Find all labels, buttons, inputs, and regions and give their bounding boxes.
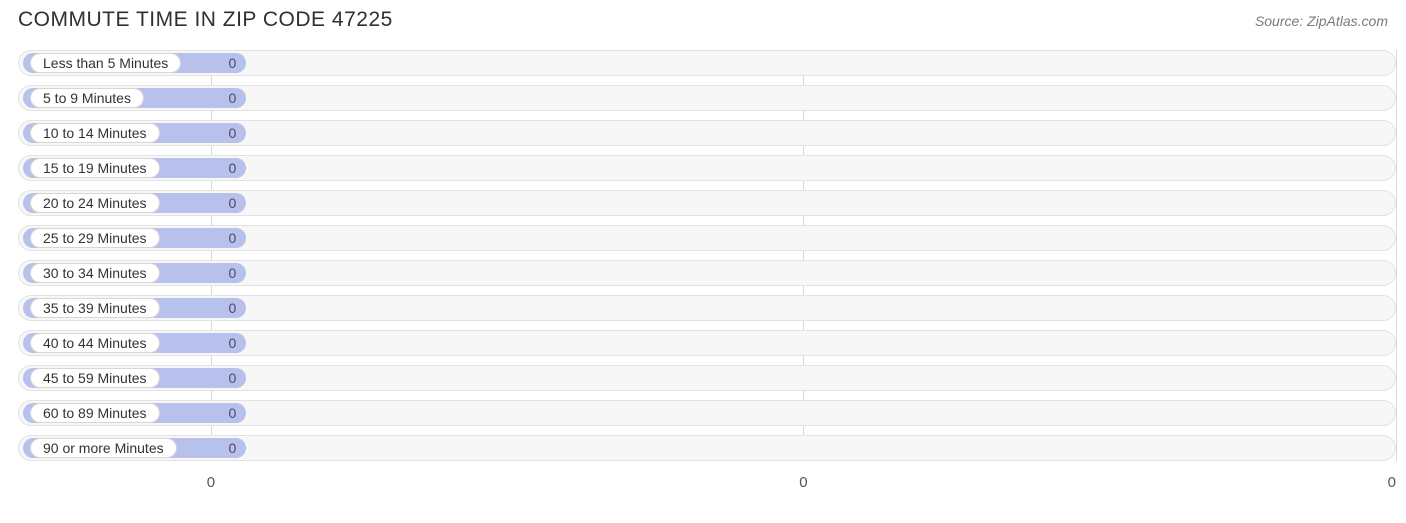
category-label: 15 to 19 Minutes [43, 160, 147, 176]
category-label: 35 to 39 Minutes [43, 300, 147, 316]
category-label-pill: 25 to 29 Minutes [30, 228, 160, 248]
category-label: 60 to 89 Minutes [43, 405, 147, 421]
category-label-pill: Less than 5 Minutes [30, 53, 181, 73]
bar-value: 0 [228, 55, 236, 71]
bar-row: 0 Less than 5 Minutes [18, 50, 1396, 76]
category-label: Less than 5 Minutes [43, 55, 168, 71]
category-label-pill: 30 to 34 Minutes [30, 263, 160, 283]
chart-header: COMMUTE TIME IN ZIP CODE 47225 Source: Z… [0, 0, 1406, 32]
category-label: 10 to 14 Minutes [43, 125, 147, 141]
category-label-pill: 15 to 19 Minutes [30, 158, 160, 178]
bar-row: 0 60 to 89 Minutes [18, 400, 1396, 426]
x-tick-label: 0 [1388, 474, 1396, 491]
category-label: 30 to 34 Minutes [43, 265, 147, 281]
bar-value: 0 [228, 90, 236, 106]
bar-row: 0 15 to 19 Minutes [18, 155, 1396, 181]
category-label-pill: 45 to 59 Minutes [30, 368, 160, 388]
bar-value: 0 [228, 230, 236, 246]
bar-row: 0 45 to 59 Minutes [18, 365, 1396, 391]
bar-value: 0 [228, 160, 236, 176]
category-label-pill: 40 to 44 Minutes [30, 333, 160, 353]
bar-value: 0 [228, 370, 236, 386]
bar-row: 0 40 to 44 Minutes [18, 330, 1396, 356]
category-label: 45 to 59 Minutes [43, 370, 147, 386]
bar-value: 0 [228, 265, 236, 281]
bar-value: 0 [228, 300, 236, 316]
category-label-pill: 35 to 39 Minutes [30, 298, 160, 318]
bar-row: 0 20 to 24 Minutes [18, 190, 1396, 216]
bar-row: 0 25 to 29 Minutes [18, 225, 1396, 251]
chart-plot-area: 0 Less than 5 Minutes 0 5 to 9 Minutes 0 10 t… [18, 50, 1396, 461]
bar-row: 0 10 to 14 Minutes [18, 120, 1396, 146]
gridline [1396, 50, 1397, 461]
x-axis: 0 0 0 [18, 470, 1396, 498]
bar-value: 0 [228, 335, 236, 351]
category-label: 40 to 44 Minutes [43, 335, 147, 351]
category-label: 5 to 9 Minutes [43, 90, 131, 106]
category-label-pill: 5 to 9 Minutes [30, 88, 144, 108]
category-label-pill: 90 or more Minutes [30, 438, 177, 458]
chart-source: Source: ZipAtlas.com [1255, 13, 1388, 29]
category-label-pill: 20 to 24 Minutes [30, 193, 160, 213]
category-label: 20 to 24 Minutes [43, 195, 147, 211]
bar-value: 0 [228, 125, 236, 141]
bar-value: 0 [228, 405, 236, 421]
x-tick-label: 0 [799, 474, 807, 491]
category-label-pill: 10 to 14 Minutes [30, 123, 160, 143]
bar-row: 0 90 or more Minutes [18, 435, 1396, 461]
bar-value: 0 [228, 195, 236, 211]
category-label: 25 to 29 Minutes [43, 230, 147, 246]
bar-rows: 0 Less than 5 Minutes 0 5 to 9 Minutes 0 10 t… [18, 50, 1396, 461]
bar-row: 0 5 to 9 Minutes [18, 85, 1396, 111]
x-tick-label: 0 [207, 474, 215, 491]
chart-title: COMMUTE TIME IN ZIP CODE 47225 [18, 8, 393, 32]
bar-row: 0 30 to 34 Minutes [18, 260, 1396, 286]
bar-value: 0 [228, 440, 236, 456]
bar-row: 0 35 to 39 Minutes [18, 295, 1396, 321]
category-label-pill: 60 to 89 Minutes [30, 403, 160, 423]
category-label: 90 or more Minutes [43, 440, 164, 456]
